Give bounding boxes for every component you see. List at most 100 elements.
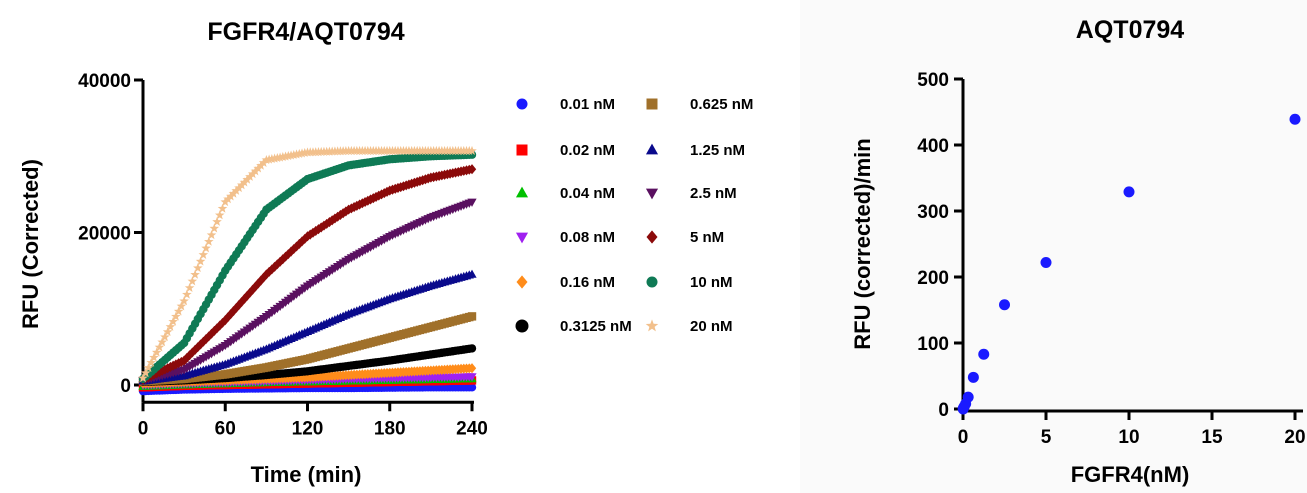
legend-item: 10 nM: [646, 274, 733, 291]
data-point: [149, 352, 159, 362]
data-point: [196, 339, 205, 350]
x-axis-label: Time (min): [251, 462, 362, 487]
data-point: [173, 306, 184, 316]
legend: 0.01 nM 0.02 nM 0.04 nM 0.08 nM 0.16 nM 0.312…: [515, 96, 753, 335]
legend-marker: [645, 319, 659, 332]
data-point: [245, 171, 255, 181]
legend-marker: [515, 186, 529, 198]
series-20-nM: [138, 145, 477, 383]
legend-marker: [645, 143, 659, 155]
legend-label: 0.04 nM: [560, 185, 615, 202]
y-axis-label: RFU (Corrected): [18, 159, 43, 329]
y-axis-label: RFU (corrected)/min: [850, 138, 875, 349]
data-point: [187, 276, 198, 286]
data-point: [199, 336, 208, 347]
data-point: [143, 362, 154, 372]
data-point: [242, 174, 252, 184]
chart-title: AQT0794: [1076, 16, 1184, 44]
data-point: [262, 269, 271, 280]
data-point: [234, 299, 244, 310]
data-point: [162, 326, 173, 337]
x-tick-label: 20: [1284, 427, 1305, 448]
right-chart: AQT0794 FGFR4(nM) RFU (corrected)/min 0 1…: [850, 16, 1306, 487]
data-point: [193, 263, 203, 273]
y-tick-label: 0: [938, 400, 949, 421]
x-tick-label: 240: [456, 418, 488, 439]
data-point: [204, 236, 214, 246]
data-point: [236, 180, 247, 190]
plot-area: [957, 113, 1301, 415]
legend-item: 0.16 nM: [516, 274, 615, 291]
legend-label: 10 nM: [690, 274, 733, 291]
x-tick-label: 10: [1118, 427, 1139, 448]
data-point: [223, 312, 233, 323]
legend-marker: [515, 319, 529, 333]
y-tick-label: 400: [917, 136, 949, 157]
data-point: [154, 342, 165, 352]
legend-marker: [515, 232, 529, 244]
data-point: [182, 289, 192, 299]
data-point: [978, 348, 990, 360]
data-point: [231, 185, 242, 195]
y-tick-label: 20000: [78, 224, 131, 245]
legend-marker: [646, 230, 658, 244]
legend-label: 0.02 nM: [560, 142, 615, 159]
legend-marker: [645, 188, 659, 200]
data-point: [225, 191, 236, 201]
legend-item: 0.08 nM: [515, 229, 615, 246]
data-point: [151, 347, 162, 357]
y-tick-label: 200: [917, 268, 949, 289]
legend-marker: [646, 98, 658, 110]
data-point: [201, 243, 211, 253]
data-point: [176, 301, 187, 311]
data-point: [250, 166, 261, 176]
data-point: [962, 391, 974, 403]
data-point: [467, 373, 477, 382]
data-point: [146, 357, 157, 367]
data-point: [204, 331, 213, 342]
legend-label: 0.08 nM: [560, 229, 615, 246]
data-point: [256, 160, 266, 170]
series-10-nM: [138, 150, 477, 384]
left-chart: FGFR4/AQT0794 Time (min) RFU (Corrected)…: [18, 18, 753, 487]
data-point: [467, 198, 477, 207]
data-point: [218, 317, 227, 328]
legend-item: 2.5 nM: [645, 185, 737, 202]
data-point: [206, 230, 217, 240]
legend-marker: [646, 276, 658, 288]
legend-label: 0.625 nM: [690, 96, 753, 113]
x-tick-label: 15: [1201, 427, 1223, 448]
data-point: [248, 284, 257, 295]
data-point: [251, 281, 260, 292]
data-point: [157, 337, 167, 347]
data-point: [999, 299, 1010, 311]
data-point: [168, 316, 178, 326]
data-point: [160, 332, 170, 342]
data-point: [228, 188, 239, 198]
legend-label: 20 nM: [690, 318, 733, 335]
left-chart-panel: FGFR4/AQT0794 Time (min) RFU (Corrected)…: [18, 18, 754, 487]
data-point: [223, 194, 233, 204]
data-point: [190, 269, 200, 279]
data-point: [467, 363, 477, 374]
legend-label: 2.5 nM: [690, 185, 737, 202]
x-tick-label: 120: [292, 418, 324, 439]
legend-label: 0.3125 nM: [560, 318, 632, 335]
legend-item: 5 nM: [646, 229, 724, 246]
x-tick-label: 0: [958, 427, 969, 448]
data-point: [221, 315, 230, 326]
data-point: [467, 312, 477, 321]
data-point: [220, 196, 231, 207]
data-point: [212, 216, 222, 226]
data-point: [193, 342, 203, 353]
x-tick-label: 60: [215, 418, 236, 439]
data-point: [185, 350, 194, 361]
axes: 0 100 200 300 400 500 0 5 10 15 20: [917, 70, 1305, 448]
axes: 0 20000 40000 0 60 120 180 240: [78, 71, 488, 439]
data-point: [1123, 186, 1135, 198]
series-5-nM: [138, 164, 477, 385]
legend-label: 1.25 nM: [690, 142, 745, 159]
legend-item: 0.625 nM: [646, 96, 753, 113]
data-point: [467, 145, 477, 155]
legend-label: 5 nM: [690, 229, 724, 246]
